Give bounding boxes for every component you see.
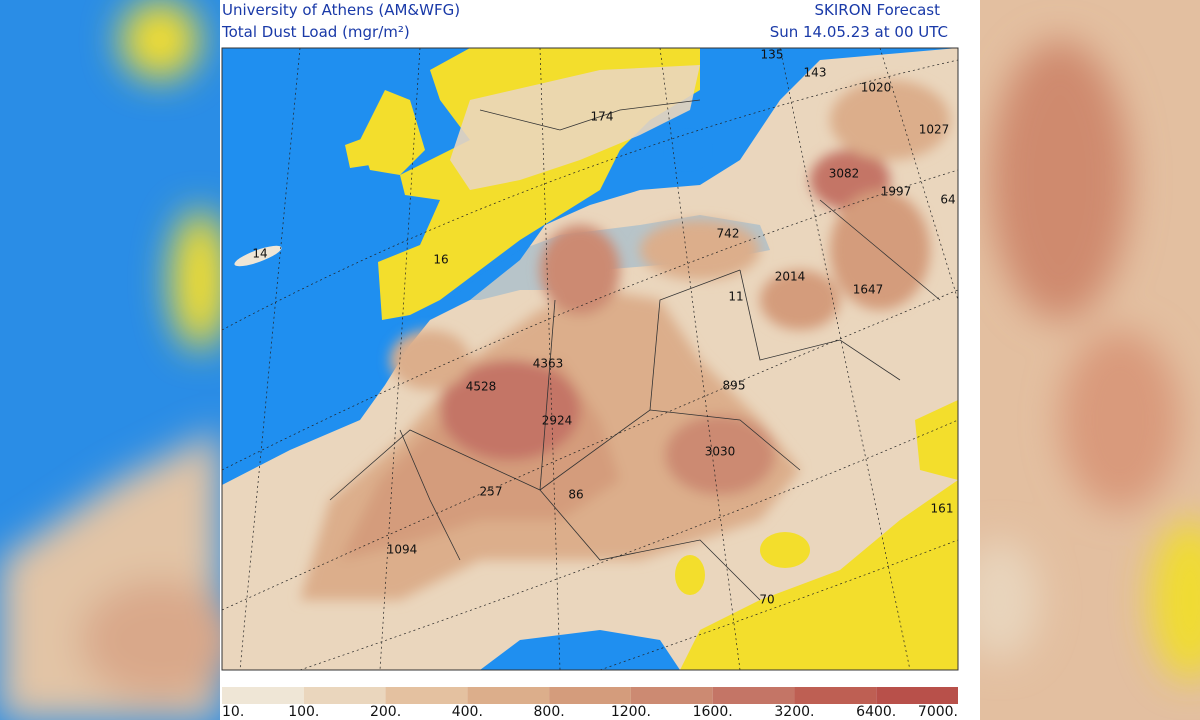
map-value-label: 1997 bbox=[881, 185, 912, 199]
map-value-label: 1647 bbox=[853, 283, 884, 297]
map-value-label: 1020 bbox=[861, 81, 892, 95]
ireland bbox=[345, 135, 372, 168]
colorbar-swatch bbox=[303, 687, 386, 704]
colorbar-swatch bbox=[630, 687, 713, 704]
map: 135 143 1020 1027 174 3082 1997 64 742 14 16 2014 11… bbox=[222, 48, 958, 670]
map-value-label: 16 bbox=[433, 253, 448, 267]
map-value-label: 742 bbox=[717, 227, 740, 241]
black-sea bbox=[663, 128, 713, 172]
low-dust-patch bbox=[675, 555, 705, 595]
dust-europe bbox=[450, 65, 700, 190]
colorbar-label: 400. bbox=[452, 704, 483, 720]
colorbar-swatch bbox=[385, 687, 468, 704]
colorbar-label: 200. bbox=[370, 704, 401, 720]
map-value-label: 11 bbox=[728, 290, 743, 304]
map-value-label: 4528 bbox=[466, 380, 497, 394]
low-dust-east bbox=[915, 400, 958, 480]
map-value-label: 86 bbox=[568, 488, 583, 502]
map-value-label: 143 bbox=[804, 66, 827, 80]
britain bbox=[360, 90, 425, 175]
map-value-label: 1094 bbox=[387, 543, 418, 557]
map-value-label: 4363 bbox=[533, 357, 564, 371]
colorbar-label: 800. bbox=[534, 704, 565, 720]
colorbar-label: 3200. bbox=[774, 704, 814, 720]
map-value-label: 2014 bbox=[775, 270, 806, 284]
low-dust-patch bbox=[760, 532, 810, 568]
colorbar-swatch bbox=[794, 687, 877, 704]
map-value-label: 135 bbox=[761, 48, 784, 62]
borders bbox=[329, 99, 941, 601]
colorbar-swatch bbox=[467, 687, 550, 704]
colorbar-label: 1600. bbox=[693, 704, 733, 720]
colorbar-swatch bbox=[549, 687, 631, 704]
dust-plumes bbox=[300, 80, 950, 600]
map-value-label: 895 bbox=[723, 379, 746, 393]
blurred-right bbox=[980, 0, 1200, 720]
valid-time: Sun 14.05.23 at 00 UTC bbox=[770, 23, 948, 41]
graticule bbox=[222, 48, 958, 670]
map-value-label: 70 bbox=[759, 593, 774, 607]
iceland-area bbox=[234, 245, 282, 267]
colorbar-swatch bbox=[222, 687, 304, 704]
colorbar-label: 7000. bbox=[918, 704, 958, 720]
map-value-label: 161 bbox=[931, 502, 954, 516]
colorbar-label: 10. bbox=[222, 704, 244, 720]
map-value-label: 3082 bbox=[829, 167, 860, 181]
colorbar-label: 100. bbox=[288, 704, 319, 720]
gulf-of-guinea bbox=[480, 630, 680, 670]
map-value-label: 14 bbox=[252, 247, 267, 261]
map-value-label: 64 bbox=[940, 193, 955, 207]
field-name: Total Dust Load (mgr/m²) bbox=[221, 23, 410, 41]
map-value-label: 257 bbox=[480, 485, 503, 499]
colorbar-label: 1200. bbox=[611, 704, 651, 720]
blurred-left bbox=[0, 0, 220, 720]
map-value-label: 2924 bbox=[542, 414, 573, 428]
map-value-label: 1027 bbox=[919, 123, 950, 137]
low-dust-south bbox=[680, 480, 958, 670]
model-name: SKIRON Forecast bbox=[815, 1, 941, 19]
colorbar-swatch bbox=[712, 687, 795, 704]
colorbar-label: 6400. bbox=[856, 704, 896, 720]
colorbar: 10. 100. 200. 400. 800. 1200. 1600. 3200. 6400. 7… bbox=[222, 687, 958, 720]
map-frame bbox=[221, 47, 959, 671]
institution: University of Athens (AM&WFG) bbox=[222, 1, 460, 19]
colorbar-swatch bbox=[876, 687, 958, 704]
map-labels: 135 143 1020 1027 174 3082 1997 64 742 14 16 2014 11… bbox=[252, 48, 955, 607]
map-value-label: 3030 bbox=[705, 445, 736, 459]
map-value-label: 174 bbox=[591, 110, 614, 124]
